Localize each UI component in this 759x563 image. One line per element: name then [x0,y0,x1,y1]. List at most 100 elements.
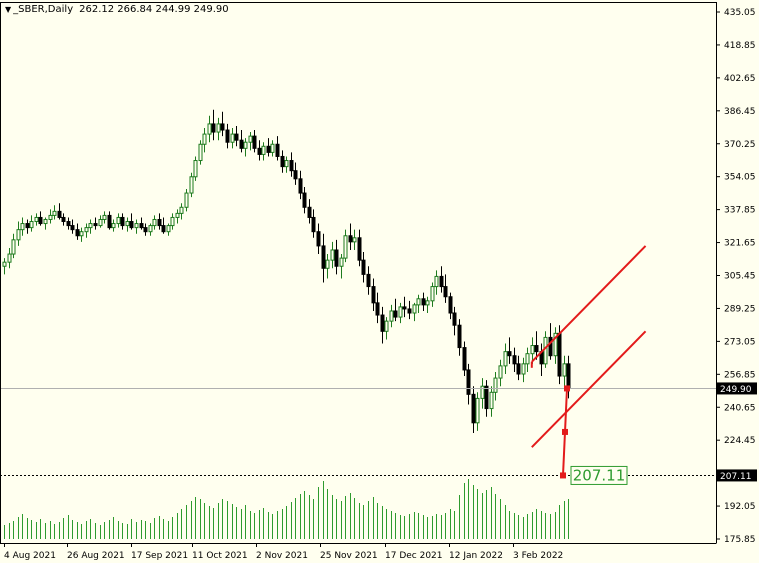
candles [2,109,571,433]
candle-body [75,229,80,237]
candle-body [462,347,467,371]
candle-body [170,216,175,227]
overlays: 207.11 [0,245,716,485]
candle-body [211,123,216,133]
candle-body [198,143,203,162]
candle-body [230,133,235,143]
candle-body [48,214,53,220]
candle-body [189,176,194,194]
y-tick-label: 354.05 [724,173,756,183]
candle-body [430,286,435,302]
candle-body [266,145,271,153]
candle-body [321,245,326,269]
candle-body [57,210,62,218]
x-tick-label: 25 Nov 2021 [320,551,378,561]
y-tick-label: 256.85 [724,370,756,380]
candle-body [562,363,567,377]
candle-body [371,286,376,304]
candle-body [439,275,444,288]
candle-body [202,133,207,145]
candle-body [302,192,307,208]
arrow-node [562,428,568,435]
x-tick-label: 17 Dec 2021 [385,551,443,561]
y-tick-label: 240.65 [724,403,756,413]
candle-body [343,235,348,259]
y-tick-label: 337.85 [724,206,756,216]
x-tick-label: 26 Aug 2021 [67,551,125,561]
candle-body [384,320,389,332]
y-tick-label: 435.05 [724,8,756,18]
candle-body [107,214,112,229]
candle-body [134,223,139,229]
candle-body [270,143,275,153]
candle-body [484,385,489,410]
candle-body [398,306,403,318]
y-tick-label: 192.05 [724,502,756,512]
candle-body [457,324,462,349]
candle-body [352,237,357,243]
y-tick-label: 402.65 [724,74,756,84]
candle-body [543,336,548,365]
y-tick-label: 418.85 [724,41,756,51]
candle-body [93,223,98,227]
candle-body [389,310,394,322]
chevron-down-icon[interactable]: ▼ [5,5,12,14]
candle-body [43,218,48,225]
chart-header: ▼ _SBER,Daily 262.12 266.84 244.99 249.90 [5,4,229,15]
target-label: 207.11 [573,466,626,484]
target-price-tag [717,469,757,482]
candle-body [507,351,512,357]
y-tick-label: 305.45 [724,272,756,282]
y-tick-label: 386.45 [724,107,756,117]
candle-body [207,123,212,135]
candle-body [16,229,21,241]
candle-body [252,135,257,149]
candle-body [125,221,130,227]
x-tick-label: 17 Sep 2021 [131,551,188,561]
candle-body [412,304,417,314]
candle-body [416,298,421,306]
volume-bars [4,479,569,539]
candle-body [243,141,248,149]
candle-body [475,397,480,424]
candle-body [102,214,107,220]
candle-body [61,216,66,223]
candle-body [366,273,371,288]
candle-body [280,155,285,168]
candle-body [257,147,262,155]
candle-body [248,135,253,143]
candle-body [471,393,476,424]
candle-body [7,253,12,263]
x-tick-label: 12 Jan 2022 [449,551,503,561]
candle-body [298,178,303,194]
candle-body [175,212,180,218]
y-tick-label: 370.25 [724,140,756,150]
candle-body [20,223,25,231]
candle-body [357,237,362,261]
candle-body [25,223,30,229]
candle-body [448,296,453,314]
candle-body [489,391,494,410]
candle-body [443,286,448,298]
y-tick-label: 289.25 [724,304,756,314]
candle-body [225,129,230,143]
candle-body [425,300,430,306]
candle-body [530,345,535,355]
x-tick-label: 3 Feb 2022 [513,551,563,561]
target-price-tag-label: 207.11 [720,472,752,482]
candle-body [421,298,426,306]
candle-body [52,210,57,216]
candle-body [70,225,75,231]
candle-body [193,160,198,178]
candle-body [66,221,71,227]
candle-body [129,221,134,229]
candle-body [34,216,39,223]
candle-body [161,225,166,233]
candle-body [143,227,148,233]
candle-body [553,332,558,357]
candle-body [293,170,298,180]
ohlc-values: 262.12 266.84 244.99 249.90 [79,4,229,15]
candle-body [111,223,116,229]
candle-body [166,225,171,233]
